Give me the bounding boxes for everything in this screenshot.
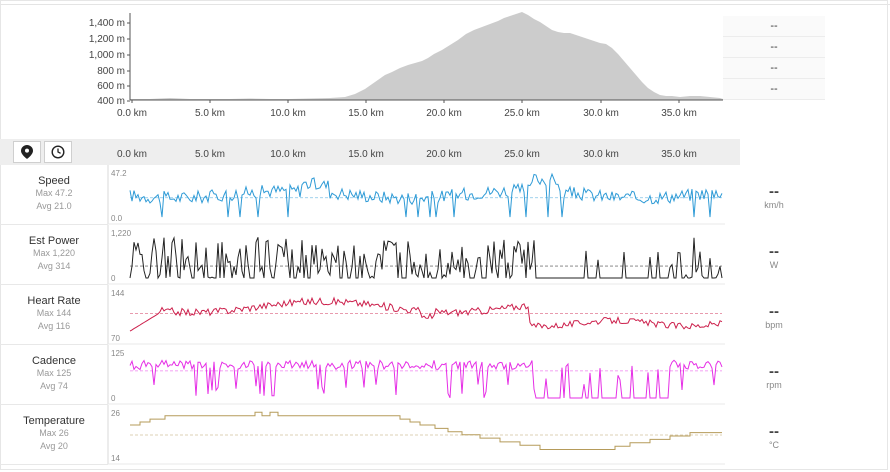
row-readout-hr: -- bpm <box>723 303 825 330</box>
row-axis-max: 1,220 <box>111 229 132 238</box>
elevation-profile-area <box>130 12 723 100</box>
elevation-chart[interactable]: 1,400 m 1,200 m 1,000 m 800 m 600 m 400 m 0.0… <box>70 10 730 122</box>
elevation-x-tick-label: 15.0 km <box>348 108 384 119</box>
distance-tick-label: 10.0 km <box>270 149 306 160</box>
row-axis-max: 47.2 <box>111 169 127 178</box>
distance-tick-label: 5.0 km <box>195 149 225 160</box>
row-title: Speed <box>38 175 70 187</box>
row-avg: Avg 20 <box>40 441 68 451</box>
row-title: Heart Rate <box>27 295 81 307</box>
row-max: Max 125 <box>36 368 72 378</box>
distance-tick-label: 15.0 km <box>348 149 384 160</box>
distance-axis: 0.0 km 5.0 km 10.0 km 15.0 km 20.0 km 25.0 km… <box>117 149 697 160</box>
top-border <box>0 0 890 5</box>
row-label-cadence: Cadence Max 125 Avg 74 <box>0 355 108 393</box>
distance-tick-label: 30.0 km <box>583 149 619 160</box>
location-mode-button[interactable] <box>13 141 41 163</box>
elevation-y-tick-label: 400 m <box>97 96 125 107</box>
row-axis-max: 26 <box>111 409 120 418</box>
distance-tick-label: 0.0 km <box>117 149 147 160</box>
elevation-y-tick-label: 1,200 m <box>89 34 125 45</box>
row-max: Max 1,220 <box>32 248 76 258</box>
row-series-line-cadence <box>129 359 723 399</box>
elevation-x-tick-label: 5.0 km <box>195 108 225 119</box>
elevation-readout-1: -- <box>723 16 825 37</box>
row-series-line-hr <box>129 296 723 332</box>
row-axis-min: 70 <box>111 334 120 343</box>
elevation-y-tick-label: 1,000 m <box>89 50 125 61</box>
row-label-temp: Temperature Max 26 Avg 20 <box>0 415 108 453</box>
distance-tick-label: 20.0 km <box>426 149 462 160</box>
row-current-value: -- <box>769 423 779 440</box>
distance-tick-label: 25.0 km <box>504 149 540 160</box>
row-current-value: -- <box>769 183 779 200</box>
elevation-x-tick-label: 10.0 km <box>270 108 306 119</box>
row-readout-power: -- W <box>723 243 825 270</box>
row-current-value: -- <box>769 243 779 260</box>
row-axis-max: 144 <box>111 289 125 298</box>
row-avg: Avg 21.0 <box>36 201 72 211</box>
row-separator <box>0 284 108 285</box>
row-separator <box>0 404 108 405</box>
row-axis-min: 14 <box>111 454 120 463</box>
row-title: Temperature <box>23 415 85 427</box>
row-series-line-power <box>129 236 723 280</box>
elevation-x-tick-label: 0.0 km <box>117 108 147 119</box>
elevation-x-tick-label: 35.0 km <box>661 108 697 119</box>
metric-charts[interactable]: 47.2 0.0 1,220 0 144 70 125 0 26 14 <box>0 165 740 465</box>
row-current-value: -- <box>769 303 779 320</box>
row-unit: W <box>769 260 779 270</box>
map-pin-icon <box>21 145 33 159</box>
row-max: Max 26 <box>39 428 69 438</box>
row-separator <box>0 224 108 225</box>
elevation-readout-3: -- <box>723 58 825 79</box>
row-title: Est Power <box>28 235 80 247</box>
elevation-y-tick-label: 1,400 m <box>89 18 125 29</box>
elevation-y-tick-label: 600 m <box>97 81 125 92</box>
elevation-readout-4: -- <box>723 79 825 100</box>
row-label-power: Est Power Max 1,220 Avg 314 <box>0 235 108 273</box>
row-readout-speed: -- km/h <box>723 183 825 210</box>
row-max: Max 144 <box>36 308 72 318</box>
row-current-value: -- <box>769 363 779 380</box>
row-series-line-temp <box>130 411 722 450</box>
row-avg: Avg 74 <box>40 381 68 391</box>
row-readout-cadence: -- rpm <box>723 363 825 390</box>
row-label-hr: Heart Rate Max 144 Avg 116 <box>0 295 108 333</box>
clock-icon <box>51 145 65 159</box>
row-axis-max: 125 <box>111 349 125 358</box>
elevation-x-tick-label: 30.0 km <box>583 108 619 119</box>
row-separator <box>0 344 108 345</box>
elevation-y-tick-label: 800 m <box>97 66 125 77</box>
row-unit: bpm <box>765 320 783 330</box>
row-axis-min: 0.0 <box>111 214 123 223</box>
row-axis-min: 0 <box>111 274 116 283</box>
row-readout-temp: -- °C <box>723 423 825 450</box>
row-label-speed: Speed Max 47.2 Avg 21.0 <box>0 175 108 213</box>
row-avg: Avg 314 <box>37 261 71 271</box>
row-max: Max 47.2 <box>35 188 73 198</box>
row-axis-min: 0 <box>111 394 116 403</box>
row-unit: rpm <box>766 380 782 390</box>
row-series-line-speed <box>129 172 723 218</box>
elevation-x-tick-label: 25.0 km <box>504 108 540 119</box>
row-separator <box>0 464 108 465</box>
time-mode-button[interactable] <box>44 141 72 163</box>
elevation-readout-2: -- <box>723 37 825 58</box>
elevation-x-tick-label: 20.0 km <box>426 108 462 119</box>
chart-toolbar <box>0 139 740 165</box>
row-unit: km/h <box>764 200 784 210</box>
distance-tick-label: 35.0 km <box>661 149 697 160</box>
row-avg: Avg 116 <box>37 321 71 331</box>
row-unit: °C <box>768 440 780 450</box>
row-title: Cadence <box>31 355 77 367</box>
